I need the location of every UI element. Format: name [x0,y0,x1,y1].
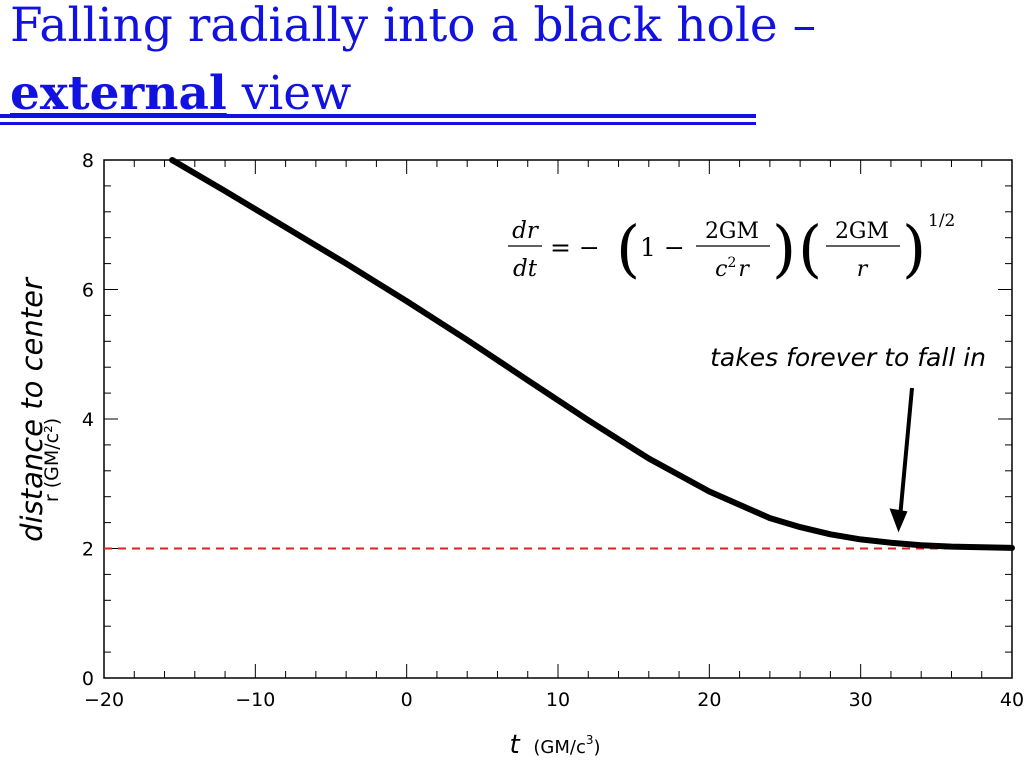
svg-text:(: ( [798,212,822,285]
arrow-shaft [898,387,914,513]
title-underline-bottom [0,122,756,125]
arrow-head [889,508,908,533]
eq-frac1-den-c: c [715,257,727,282]
fall-curve [169,157,1015,551]
x-axis-unit-close: ) [594,737,601,758]
eq-frac1-num: 2GM [705,219,759,244]
equation: dr dt = − ( 1 − 2GM c2r ) ( 2GM r ) 1/2 [508,211,955,285]
plot-frame [103,159,1013,679]
x-axis-unit: (GM/c [533,737,585,758]
eq-frac2-num: 2GM [835,219,889,244]
eq-sign: = − [550,233,600,262]
y-tick-label: 0 [82,668,94,690]
y-tick-label: 8 [82,150,94,172]
x-axis-unit-exp: 3 [586,733,594,747]
eq-exponent: 1/2 [928,211,955,231]
y-tick-labels: 0 2 4 6 8 [82,150,94,690]
annotation-text: takes forever to fall in [710,343,986,372]
annotation-arrow [889,387,914,533]
slide-title-line2: external view [10,70,351,117]
y-tick-label: 2 [82,539,94,561]
chart: −20 −10 0 10 20 30 40 0 2 4 6 8 r (GM/c²) distance… [15,150,1024,760]
slide-title-line1: Falling radially into a black hole – [10,2,816,49]
svg-text:(: ( [616,212,640,285]
eq-lhs-num: dr [512,218,540,244]
x-tick-label: 10 [546,689,570,711]
eq-lhs-den: dt [513,256,538,282]
y-axis-label: distance to center [15,276,49,542]
series-layer [104,157,1015,551]
x-tick-label: 40 [1000,689,1024,711]
eq-frac2-den: r [857,257,869,282]
x-tick-label: −10 [235,689,275,711]
title-text: Falling radially into a black hole – [10,0,817,53]
x-tick-labels: −20 −10 0 10 20 30 40 [84,689,1024,711]
x-tick-label: 30 [849,689,873,711]
eq-frac1-den-r: r [738,257,750,282]
eq-one-minus: 1 − [640,233,685,262]
y-axis-label-faint: r (GM/c²) [41,418,63,502]
x-tick-label: 0 [401,689,413,711]
x-tick-label: −20 [84,689,124,711]
y-tick-label: 4 [82,409,94,431]
x-tick-label: 20 [697,689,721,711]
title-text-rest: view [226,66,352,121]
svg-text:): ) [902,212,926,285]
title-underline-top [0,114,756,118]
svg-text:c2r: c2r [715,255,750,282]
y-tick-label: 6 [82,280,94,302]
svg-text:t (GM/c3): t (GM/c3) [509,730,600,760]
x-axis-label: t [509,730,520,760]
eq-frac1-den-exp: 2 [727,255,736,271]
title-emphasis: external [10,66,227,121]
svg-text:): ) [772,212,796,285]
